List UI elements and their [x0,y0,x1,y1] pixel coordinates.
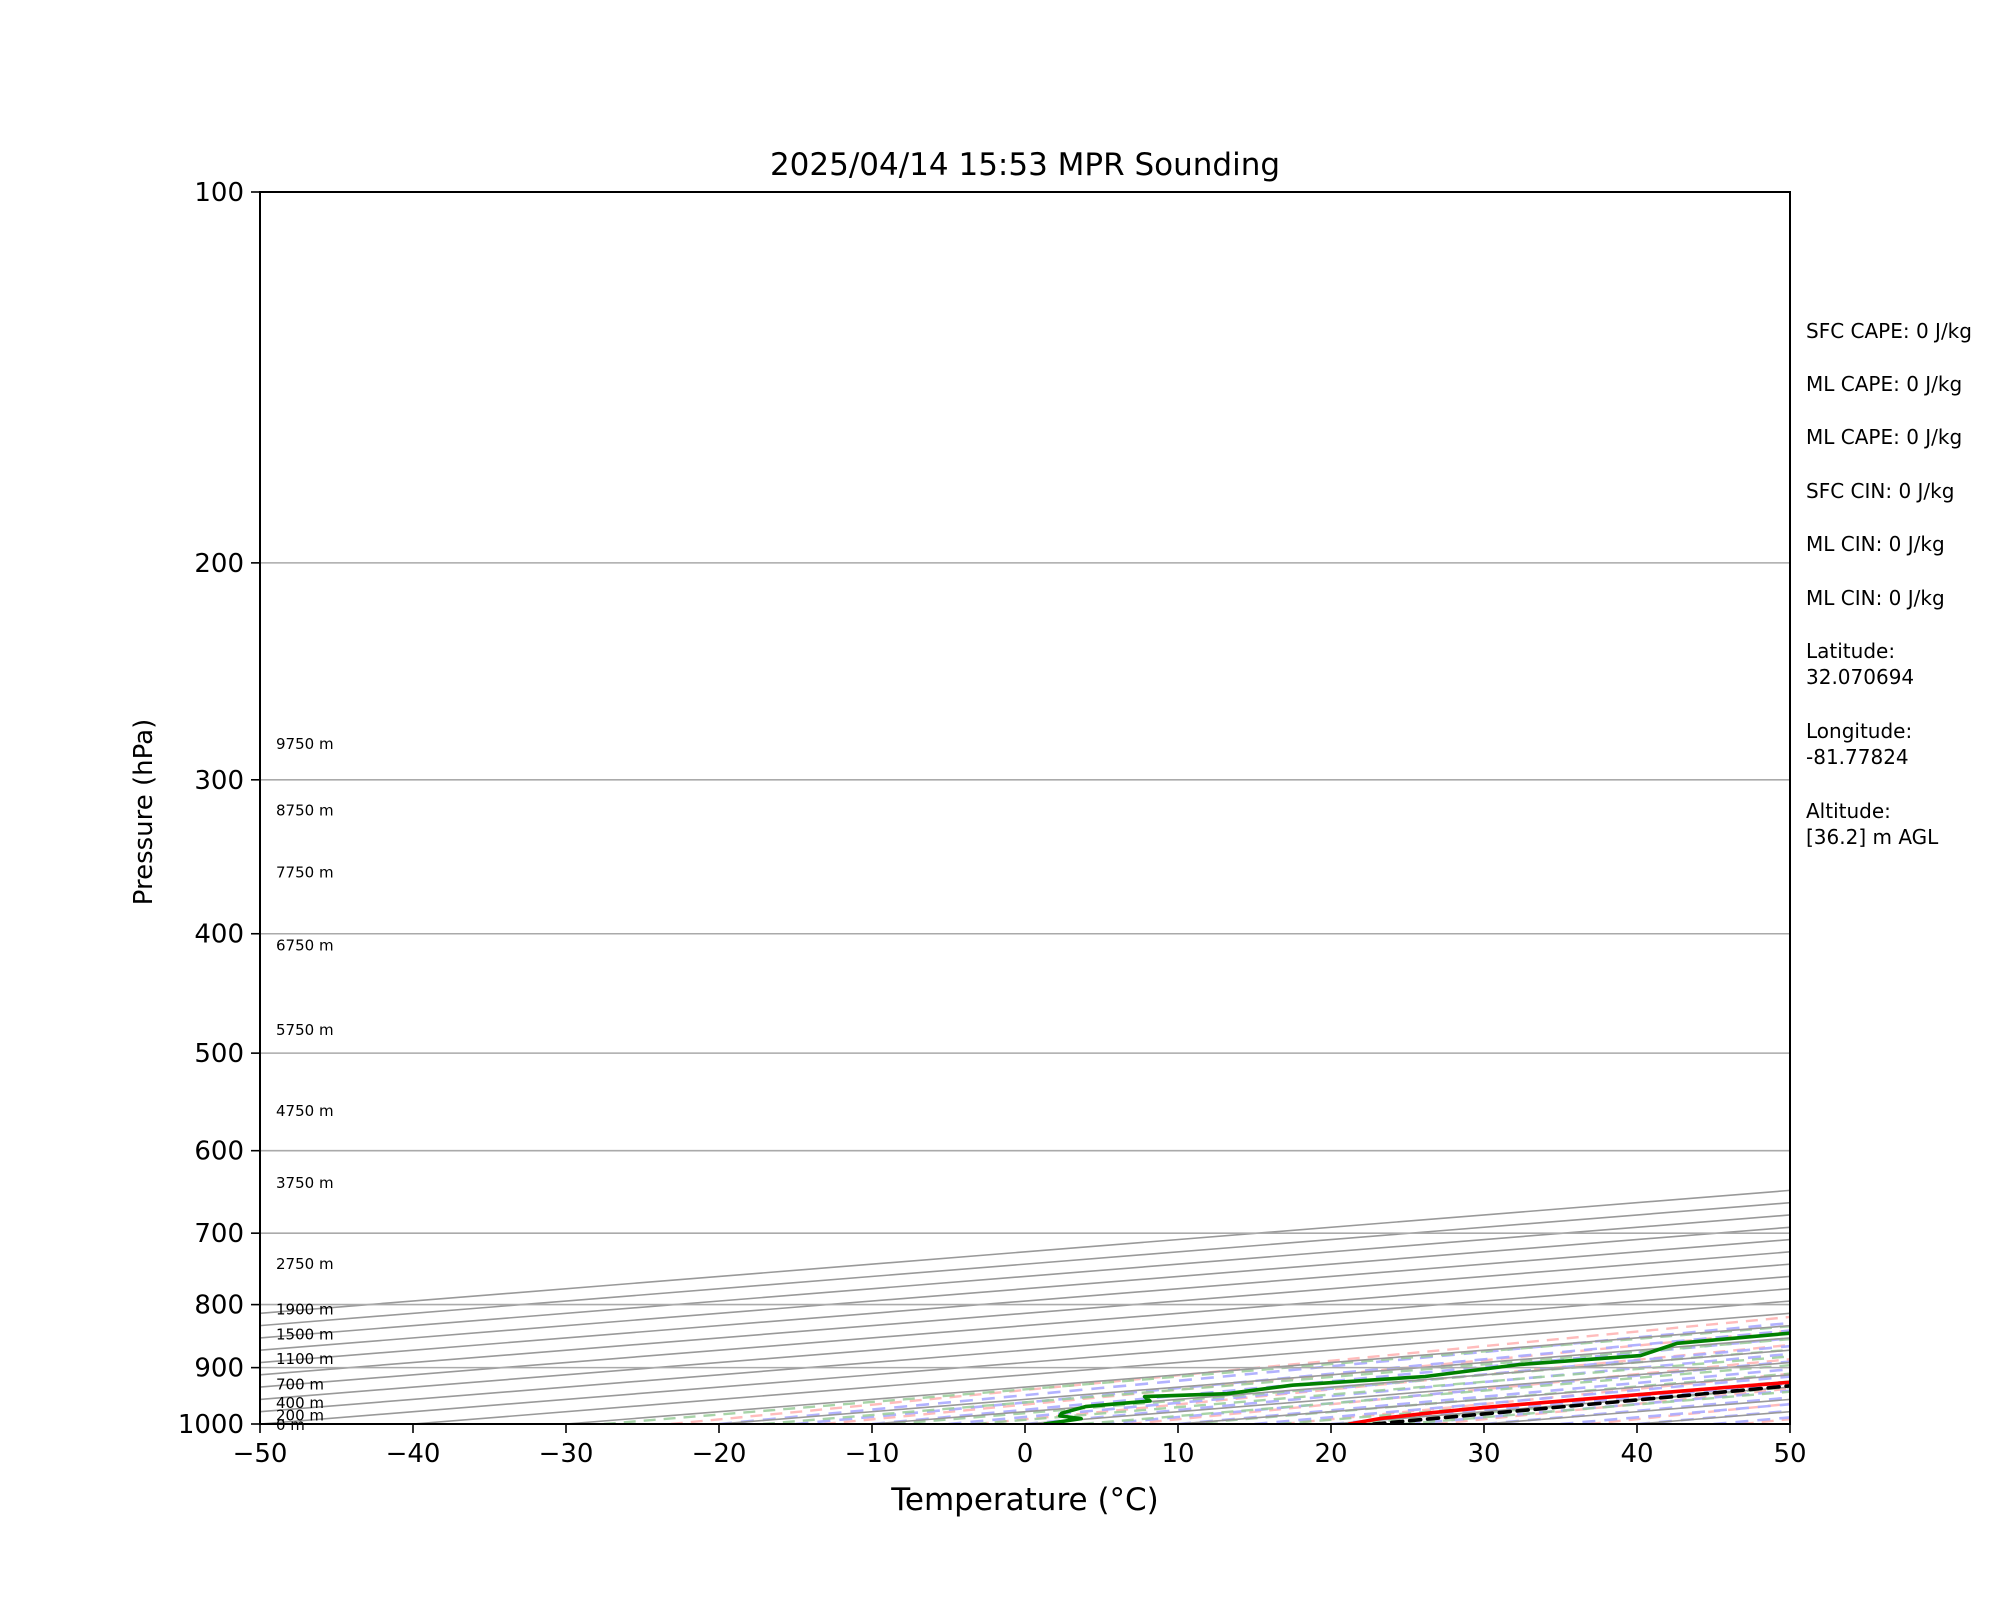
x-tick-label: −50 [233,1439,288,1469]
ml-cape-note: ML CAPE: 0 J/kg [1806,371,1996,397]
y-tick-label: 100 [194,178,244,208]
height-label: 4750 m [276,1102,334,1120]
x-tick-label: −20 [692,1439,747,1469]
height-label: 6750 m [276,936,334,954]
height-label: 2750 m [276,1255,334,1273]
y-axis-label: Pressure (hPa) [129,719,159,906]
y-tick-label: 500 [194,1039,244,1069]
x-tick-label: 20 [1314,1439,1347,1469]
sfc-cape-note: SFC CAPE: 0 J/kg [1806,318,1996,344]
y-tick-label: 400 [194,920,244,950]
x-axis-label: Temperature (°C) [890,1482,1159,1518]
x-tick-label: 10 [1161,1439,1194,1469]
height-label: 9750 m [276,735,334,753]
y-tick-label: 700 [194,1219,244,1249]
isotherm-line [260,192,2000,1424]
temperature-profile-line [1349,754,2000,1424]
height-label: 7750 m [276,863,334,881]
longitude-note: Longitude: -81.77824 [1806,718,1996,770]
mixing-ratio-line [894,1151,2000,1424]
x-tick-label: −30 [539,1439,594,1469]
dewpoint-profile-line [1045,754,2000,1424]
height-label: 5750 m [276,1021,334,1039]
altitude-note: Altitude: [36.2] m AGL [1806,798,1996,850]
x-tick-label: 50 [1773,1439,1806,1469]
isotherm-line [107,192,2000,1424]
ml-cape-note-2: ML CAPE: 0 J/kg [1806,424,1996,450]
y-tick-label: 800 [194,1291,244,1321]
height-label: 8750 m [276,801,334,819]
ml-cin-note: ML CIN: 0 J/kg [1806,531,1996,557]
x-tick-label: 40 [1620,1439,1653,1469]
y-tick-label: 200 [194,549,244,579]
isotherm-line [413,192,2000,1424]
plot-frame [260,192,1790,1424]
height-label: 3750 m [276,1174,334,1192]
x-tick-label: −10 [845,1439,900,1469]
height-label: 1100 m [276,1350,334,1368]
sfc-cin-note: SFC CIN: 0 J/kg [1806,478,1996,504]
x-tick-label: 30 [1467,1439,1500,1469]
height-label: 1900 m [276,1301,334,1319]
height-label: 700 m [276,1375,324,1393]
height-label: 1500 m [276,1325,334,1343]
chart-title: 2025/04/14 15:53 MPR Sounding [770,147,1280,183]
x-tick-label: 0 [1017,1439,1034,1469]
y-tick-label: 600 [194,1137,244,1167]
y-tick-label: 900 [194,1354,244,1384]
x-tick-label: −40 [386,1439,441,1469]
plot-area: 9750 m 8750 m 7750 m 6750 m 5750 m 4750 m 3750… [0,178,2000,1469]
parcel-profile-line [1374,752,2000,1424]
y-tick-label: 1000 [178,1410,244,1440]
latitude-note: Latitude: 32.070694 [1806,638,1996,690]
y-tick-label: 300 [194,766,244,796]
ml-cin-note-2: ML CIN: 0 J/kg [1806,585,1996,611]
